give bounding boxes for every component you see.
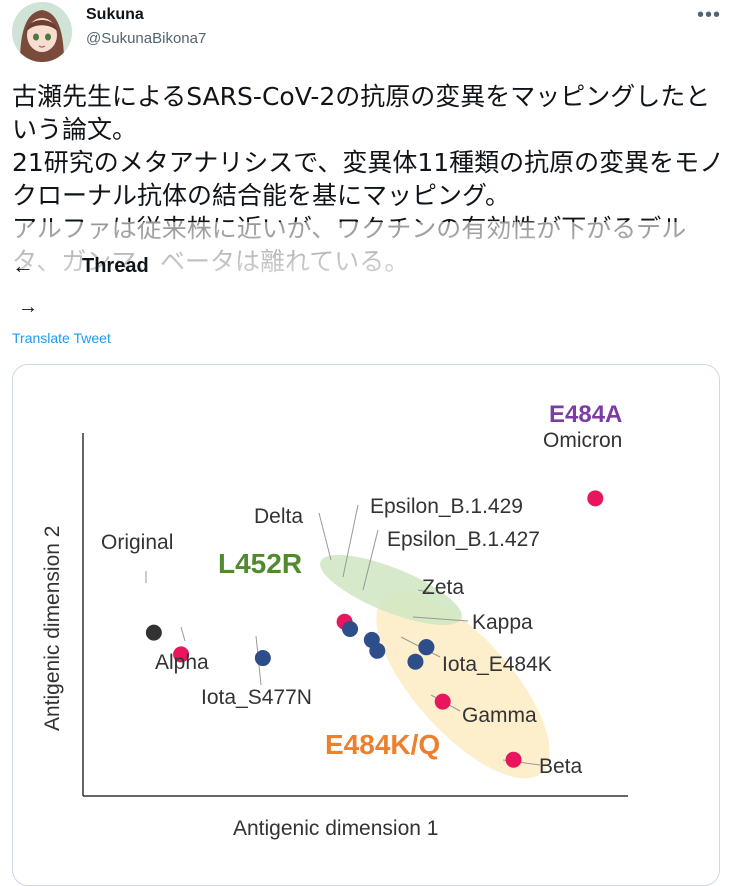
label-omicron: Omicron: [543, 429, 622, 452]
thread-header: ← Thread: [12, 250, 149, 282]
leader-delta: [318, 512, 332, 561]
group-label-e484kq: E484K/Q: [325, 729, 440, 760]
point-beta: [505, 751, 522, 768]
avatar-illustration-icon: [12, 2, 72, 62]
leader-kappa: [412, 616, 469, 622]
more-options-icon[interactable]: •••: [696, 4, 721, 26]
forward-arrow-icon[interactable]: →: [18, 296, 38, 318]
point-gamma: [434, 693, 451, 710]
label-alpha: Alpha: [155, 651, 209, 674]
leader-alpha: [180, 626, 186, 642]
point-kappa: [418, 639, 435, 656]
point-iota-s477n: [254, 650, 271, 667]
antigenic-map-chart: L452R E484K/Q E484A Omicron Original Del…: [41, 401, 628, 840]
label-epsilon-429: Epsilon_B.1.429: [370, 495, 523, 518]
point-iota-e484k: [407, 653, 424, 670]
x-axis-label: Antigenic dimension 1: [233, 817, 438, 840]
label-gamma: Gamma: [462, 704, 537, 727]
user-handle[interactable]: @SukunaBikona7: [86, 30, 207, 47]
translate-tweet-link[interactable]: Translate Tweet: [12, 330, 111, 346]
tweet-media-card[interactable]: L452R E484K/Q E484A Omicron Original Del…: [12, 364, 720, 886]
y-axis-label: Antigenic dimension 2: [41, 526, 64, 731]
l452r-group-ellipse: [320, 554, 462, 626]
back-arrow-icon[interactable]: ←: [12, 253, 34, 278]
point-e484k-cluster-point: [369, 642, 386, 659]
label-original: Original: [101, 531, 173, 554]
point-alpha: [173, 646, 190, 663]
point-original: [145, 624, 162, 641]
leader-zeta: [417, 589, 434, 594]
thread-title: Thread: [82, 254, 149, 277]
point-epsilon-b-1-429: [342, 621, 359, 638]
leader-epsilon-429: [342, 504, 359, 578]
label-epsilon-427: Epsilon_B.1.427: [387, 528, 540, 551]
group-label-l452r: L452R: [218, 548, 302, 579]
user-display-name[interactable]: Sukuna: [86, 6, 144, 23]
label-iota-e484k: Iota_E484K: [442, 653, 552, 676]
e484kq-group-ellipse: [376, 591, 550, 779]
label-beta: Beta: [539, 755, 583, 778]
point-omicron: [587, 490, 604, 507]
avatar[interactable]: [12, 2, 72, 62]
label-delta: Delta: [254, 505, 303, 528]
label-iota-s477n: Iota_S477N: [201, 686, 312, 709]
group-label-e484a: E484A: [549, 401, 622, 428]
thread-header-overlay: [0, 222, 750, 292]
leader-epsilon-427: [362, 529, 379, 591]
label-zeta: Zeta: [422, 576, 464, 599]
label-kappa: Kappa: [472, 611, 533, 634]
